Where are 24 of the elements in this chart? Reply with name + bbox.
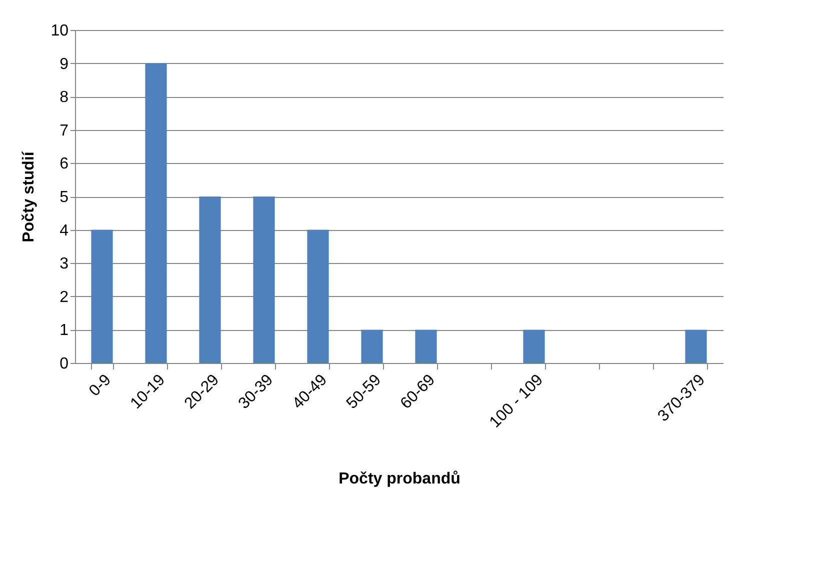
y-tick-label: 9 [60, 56, 69, 73]
x-tick-label: 100 - 109 [486, 371, 547, 432]
bar [523, 330, 545, 363]
bar [199, 196, 221, 363]
y-tick-label: 4 [60, 222, 69, 240]
y-axis-title: Počty studií [20, 151, 38, 242]
bar [145, 63, 167, 363]
y-tick-label: 6 [60, 156, 69, 173]
bar [685, 330, 707, 363]
x-axis-title: Počty probandů [338, 470, 460, 488]
bar [415, 330, 437, 363]
y-tick-label: 3 [60, 256, 69, 273]
y-tick-label: 1 [60, 322, 69, 340]
bar [307, 230, 329, 363]
y-tick-label: 10 [50, 22, 69, 40]
x-tick-label: 0-9 [86, 371, 115, 400]
y-tick-label: 0 [60, 356, 69, 372]
y-tick-label: 5 [60, 189, 69, 206]
y-tick-label: 2 [60, 288, 69, 306]
bar [91, 230, 113, 363]
bar [361, 330, 383, 363]
y-tick-label: 8 [60, 89, 69, 106]
y-tick-label: 7 [60, 122, 69, 140]
bar [253, 196, 275, 363]
